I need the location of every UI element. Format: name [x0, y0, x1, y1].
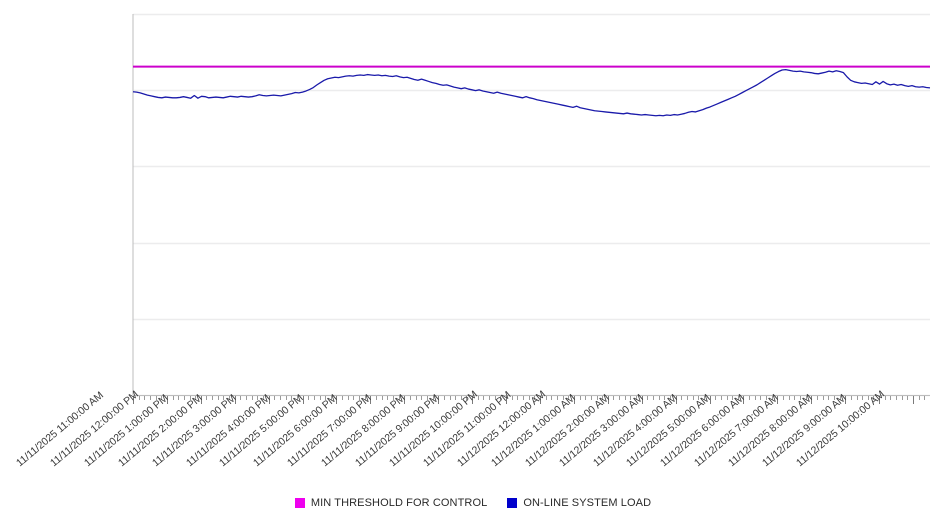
x-axis-major-ticks [133, 396, 914, 404]
x-axis-minor-ticks [133, 396, 925, 400]
legend-label: MIN THRESHOLD FOR CONTROL [310, 497, 488, 509]
series-line-on-line-system-load [132, 68, 931, 117]
square-swatch [294, 498, 305, 508]
legend-item[interactable]: ON-LINE SYSTEM LOAD [507, 497, 651, 509]
square-swatch [507, 498, 518, 508]
legend-label: ON-LINE SYSTEM LOAD [523, 497, 652, 509]
chart-legend: MIN THRESHOLD FOR CONTROL ON-LINE SYSTEM … [0, 497, 946, 509]
plot-background [133, 14, 930, 395]
legend-item[interactable]: MIN THRESHOLD FOR CONTROL [294, 497, 488, 509]
